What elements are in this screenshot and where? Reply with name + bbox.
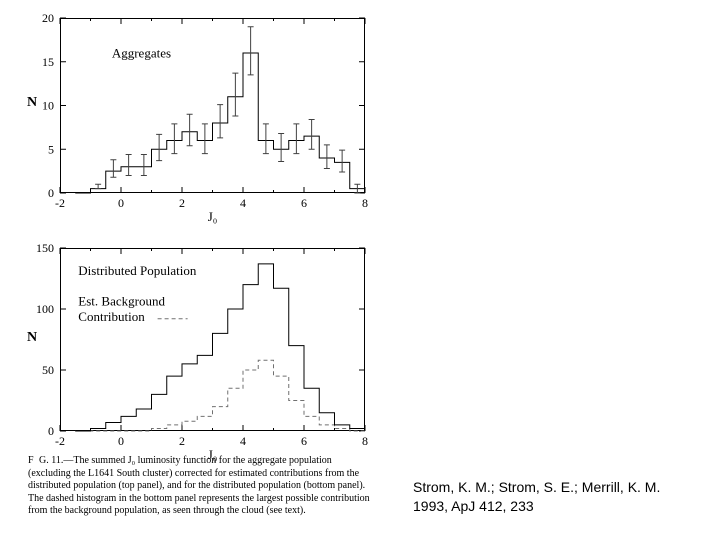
- bottom-ylabel: N: [27, 330, 37, 346]
- bottom-hist-solid: [75, 264, 365, 431]
- svg-text:100: 100: [36, 302, 54, 316]
- svg-text:10: 10: [42, 99, 54, 113]
- citation-line1: Strom, K. M.; Strom, S. E.; Merrill, K. …: [413, 478, 703, 497]
- svg-text:2: 2: [179, 196, 185, 210]
- caption-lead: FɪG. 11.—: [28, 455, 73, 466]
- svg-text:15: 15: [42, 55, 54, 69]
- svg-text:6: 6: [301, 196, 307, 210]
- svg-text:5: 5: [48, 142, 54, 156]
- bottom-series-label-1: Distributed Population: [78, 263, 197, 278]
- top-series-label: Aggregates: [112, 45, 171, 60]
- svg-text:J₀: J₀: [208, 209, 218, 224]
- svg-text:0: 0: [48, 424, 54, 438]
- svg-text:-2: -2: [55, 434, 65, 448]
- svg-text:0: 0: [118, 434, 124, 448]
- top-ylabel: N: [27, 95, 37, 111]
- bottom-histogram-svg: -202468050100150J₀Distributed Population…: [60, 248, 365, 431]
- svg-text:20: 20: [42, 11, 54, 25]
- bottom-histogram-panel: -202468050100150J₀Distributed Population…: [60, 248, 365, 431]
- bottom-series-label-2a: Est. Background: [78, 293, 165, 308]
- svg-text:4: 4: [240, 196, 246, 210]
- svg-text:2: 2: [179, 434, 185, 448]
- svg-text:8: 8: [362, 434, 368, 448]
- bottom-series-label-2b: Contribution: [78, 309, 145, 324]
- svg-text:50: 50: [42, 363, 54, 377]
- top-histogram-svg: -20246805101520J₀Aggregates: [60, 18, 365, 193]
- svg-text:4: 4: [240, 434, 246, 448]
- figure-caption: FɪG. 11.—The summed J₀ luminosity functi…: [28, 455, 373, 518]
- caption-text: The summed J₀ luminosity function for th…: [28, 455, 370, 516]
- svg-text:150: 150: [36, 241, 54, 255]
- top-histogram-panel: -20246805101520J₀Aggregates: [60, 18, 365, 193]
- bottom-hist-dashed: [75, 360, 365, 431]
- svg-text:0: 0: [48, 186, 54, 200]
- citation-line2: 1993, ApJ 412, 233: [413, 497, 703, 516]
- svg-text:6: 6: [301, 434, 307, 448]
- svg-text:0: 0: [118, 196, 124, 210]
- svg-text:8: 8: [362, 196, 368, 210]
- svg-text:-2: -2: [55, 196, 65, 210]
- citation-block: Strom, K. M.; Strom, S. E.; Merrill, K. …: [413, 478, 703, 516]
